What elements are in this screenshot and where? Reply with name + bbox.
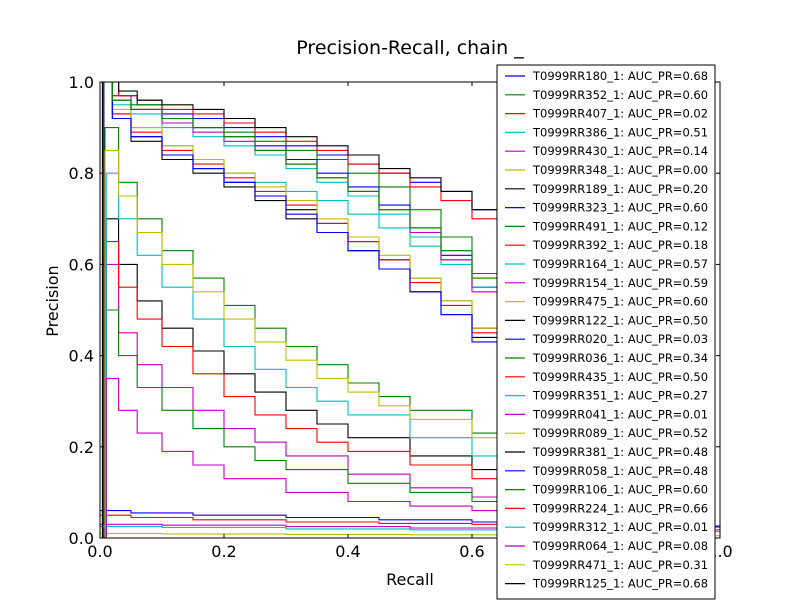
y-axis-label: Precision (43, 265, 62, 336)
legend-label-13: T0999RR475_1: AUC_PR=0.60 (532, 295, 708, 309)
legend-label-6: T0999RR348_1: AUC_PR=0.00 (532, 163, 708, 177)
series-line-10 (100, 241, 597, 539)
legend-label-12: T0999RR154_1: AUC_PR=0.59 (532, 276, 708, 290)
legend-label-26: T0999RR064_1: AUC_PR=0.08 (532, 539, 708, 553)
legend-box (496, 64, 716, 600)
series-line-22 (100, 81, 566, 539)
series-line-23 (100, 81, 566, 539)
legend-label-25: T0999RR312_1: AUC_PR=0.01 (532, 520, 708, 534)
y-tick-label: 0.0 (69, 529, 94, 548)
x-tick-label: 0.0 (87, 542, 112, 561)
legend-label-1: T0999RR180_1: AUC_PR=0.68 (532, 69, 708, 83)
legend-label-16: T0999RR036_1: AUC_PR=0.34 (532, 351, 708, 365)
y-tick-label: 1.0 (69, 73, 94, 92)
x-tick-label: 0.4 (335, 542, 360, 561)
series-line-16 (100, 127, 597, 539)
series-line-26 (100, 377, 597, 539)
y-tick-label: 0.8 (69, 164, 94, 183)
legend-label-18: T0999RR351_1: AUC_PR=0.27 (532, 389, 708, 403)
series-line-18 (100, 172, 597, 539)
legend-label-27: T0999RR471_1: AUC_PR=0.31 (532, 558, 708, 572)
legend-label-17: T0999RR435_1: AUC_PR=0.50 (532, 370, 708, 384)
legend-label-14: T0999RR122_1: AUC_PR=0.50 (532, 313, 708, 327)
plot-frame (99, 81, 721, 539)
legend-label-9: T0999RR491_1: AUC_PR=0.12 (532, 219, 708, 233)
legend-label-8: T0999RR323_1: AUC_PR=0.60 (532, 201, 708, 215)
legend-label-21: T0999RR381_1: AUC_PR=0.48 (532, 445, 708, 459)
legend-label-24: T0999RR224_1: AUC_PR=0.66 (532, 501, 708, 515)
series-line-7 (100, 218, 597, 539)
x-tick-label: 0.2 (211, 542, 236, 561)
legend-label-23: T0999RR106_1: AUC_PR=0.60 (532, 483, 708, 497)
chart-title: Precision-Recall, chain _ (296, 37, 524, 59)
legend-label-15: T0999RR020_1: AUC_PR=0.03 (532, 332, 708, 346)
legend-label-10: T0999RR392_1: AUC_PR=0.18 (532, 238, 708, 252)
y-tick-label: 0.4 (69, 347, 94, 366)
plot-series (100, 81, 721, 539)
y-tick-label: 0.6 (69, 255, 94, 274)
y-tick-label: 0.2 (69, 438, 94, 457)
legend-label-7: T0999RR189_1: AUC_PR=0.20 (532, 182, 708, 196)
legend: T0999RR180_1: AUC_PR=0.68 T0999RR352_1: A… (496, 64, 716, 600)
series-line-27 (100, 149, 597, 539)
legend-label-5: T0999RR430_1: AUC_PR=0.14 (532, 144, 708, 158)
legend-label-11: T0999RR164_1: AUC_PR=0.57 (532, 257, 708, 271)
legend-label-20: T0999RR089_1: AUC_PR=0.52 (532, 426, 708, 440)
legend-label-4: T0999RR386_1: AUC_PR=0.51 (532, 125, 708, 139)
series-line-9 (100, 309, 597, 539)
legend-label-28: T0999RR125_1: AUC_PR=0.68 (532, 577, 708, 591)
legend-label-2: T0999RR352_1: AUC_PR=0.60 (532, 88, 708, 102)
legend-label-3: T0999RR407_1: AUC_PR=0.02 (532, 107, 708, 121)
legend-label-19: T0999RR041_1: AUC_PR=0.01 (532, 407, 708, 421)
legend-label-22: T0999RR058_1: AUC_PR=0.48 (532, 464, 708, 478)
x-axis-label: Recall (386, 570, 434, 589)
x-tick-label: 0.6 (459, 542, 484, 561)
